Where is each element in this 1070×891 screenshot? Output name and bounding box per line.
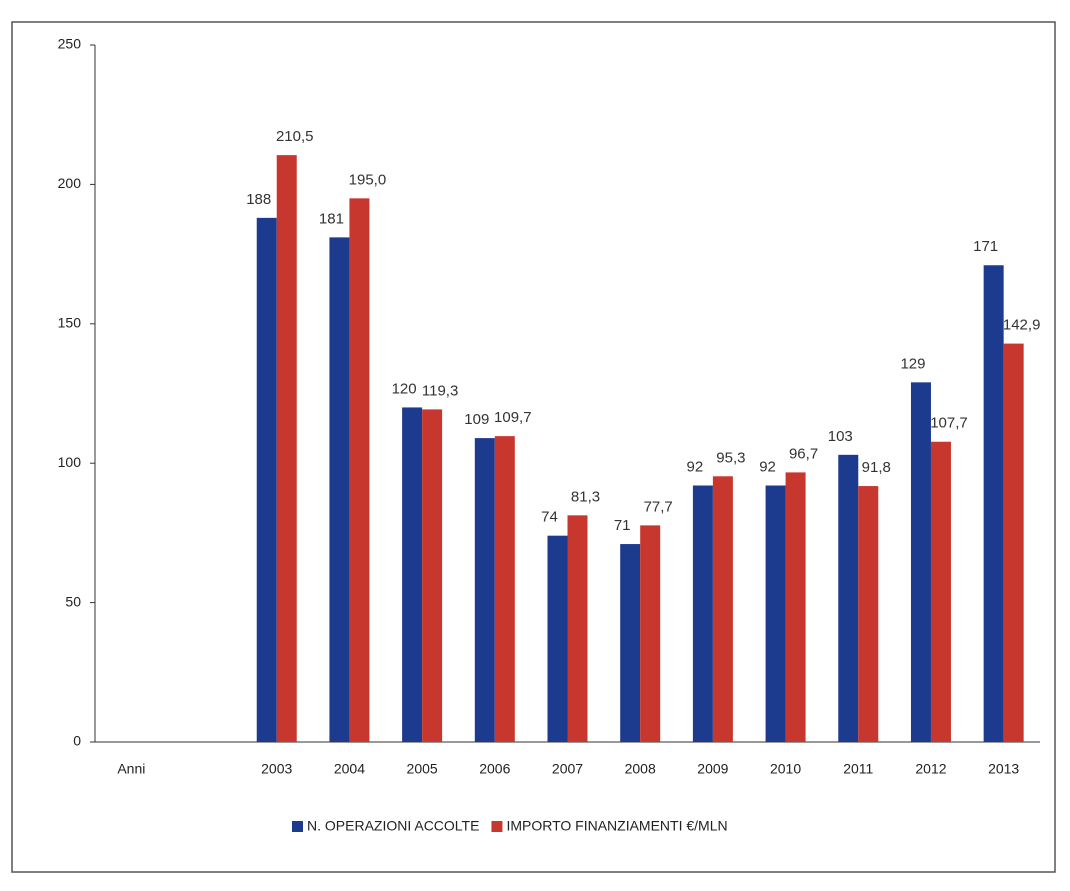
bar xyxy=(640,525,661,742)
value-label: 109,7 xyxy=(494,409,532,426)
value-label: 96,7 xyxy=(789,445,818,462)
value-label: 74 xyxy=(541,509,558,526)
x-tick-label: 2005 xyxy=(407,761,438,777)
bar xyxy=(402,407,423,742)
value-label: 77,7 xyxy=(644,498,673,515)
x-tick-label: 2004 xyxy=(334,761,365,777)
bar xyxy=(785,472,806,742)
value-label: 95,3 xyxy=(716,449,745,466)
bar xyxy=(765,485,786,742)
value-label: 103 xyxy=(828,428,853,445)
x-tick-label: 2013 xyxy=(988,761,1019,777)
value-label: 109 xyxy=(464,411,489,428)
x-tick-label: 2006 xyxy=(479,761,510,777)
bar xyxy=(910,382,931,742)
value-label: 119,3 xyxy=(422,382,458,399)
x-tick-label: 2012 xyxy=(915,761,946,777)
bar xyxy=(547,535,568,742)
bar xyxy=(983,265,1004,742)
bar xyxy=(858,486,879,742)
value-label: 171 xyxy=(973,238,998,255)
bar xyxy=(838,454,859,742)
bar xyxy=(329,237,350,742)
y-tick-label: 0 xyxy=(73,733,81,749)
value-label: 129 xyxy=(900,355,925,372)
bar xyxy=(256,217,277,742)
legend-label: IMPORTO FINANZIAMENTI €/MLN xyxy=(506,818,727,834)
x-tick-label: 2008 xyxy=(625,761,656,777)
y-tick-label: 250 xyxy=(58,36,82,52)
value-label: 91,8 xyxy=(862,459,891,476)
y-tick-label: 100 xyxy=(58,454,82,470)
bar xyxy=(930,441,951,742)
bar xyxy=(276,155,297,743)
x-tick-label: 2007 xyxy=(552,761,583,777)
x-tick-label: 2011 xyxy=(843,761,873,777)
x-tick-label: 2009 xyxy=(697,761,728,777)
value-label: 92 xyxy=(687,458,704,475)
bar xyxy=(349,198,370,743)
bar xyxy=(567,515,588,742)
value-label: 107,7 xyxy=(930,415,968,432)
legend-swatch xyxy=(491,821,503,832)
value-label: 181 xyxy=(319,210,344,227)
y-tick-label: 150 xyxy=(58,315,82,331)
value-label: 120 xyxy=(392,380,417,397)
value-label: 210,5 xyxy=(276,128,314,145)
value-label: 71 xyxy=(614,517,631,534)
bar xyxy=(712,476,733,742)
value-label: 92 xyxy=(759,458,776,475)
x-tick-label: 2010 xyxy=(770,761,801,777)
bar xyxy=(422,409,443,742)
bar xyxy=(494,436,515,742)
value-label: 81,3 xyxy=(571,488,600,505)
value-label: 188 xyxy=(246,191,271,208)
bar xyxy=(1003,343,1024,742)
bar xyxy=(474,438,495,742)
frame xyxy=(11,21,1056,873)
x-tick-label: 2003 xyxy=(261,761,292,777)
legend-label: N. OPERAZIONI ACCOLTE xyxy=(307,818,479,834)
y-tick-label: 200 xyxy=(58,175,82,191)
value-label: 195,0 xyxy=(349,171,387,188)
y-tick-label: 50 xyxy=(65,593,81,609)
bar xyxy=(692,485,713,742)
bar xyxy=(620,544,641,742)
legend-swatch xyxy=(292,821,303,832)
x-tick-label: Anni xyxy=(117,761,145,777)
value-label: 142,9 xyxy=(1003,317,1041,334)
